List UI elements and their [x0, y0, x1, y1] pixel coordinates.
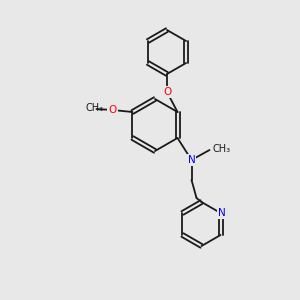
Text: N: N: [188, 155, 195, 165]
Text: N: N: [218, 208, 225, 218]
Text: O: O: [108, 105, 117, 115]
Text: CH₃: CH₃: [85, 103, 103, 113]
Text: O: O: [163, 87, 171, 97]
Text: CH₃: CH₃: [212, 144, 231, 154]
